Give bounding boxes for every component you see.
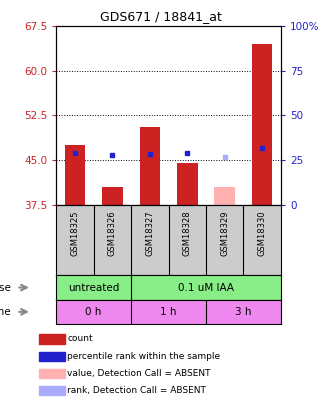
- Text: GSM18325: GSM18325: [70, 210, 79, 256]
- Text: GSM18326: GSM18326: [108, 210, 117, 256]
- Text: GSM18328: GSM18328: [183, 210, 192, 256]
- Text: dose: dose: [0, 283, 11, 292]
- Bar: [56, 275, 131, 300]
- Text: GSM18329: GSM18329: [220, 210, 229, 256]
- Text: GSM18330: GSM18330: [258, 210, 267, 256]
- Text: GDS671 / 18841_at: GDS671 / 18841_at: [100, 10, 221, 23]
- Bar: [56, 300, 131, 324]
- Text: time: time: [0, 307, 11, 317]
- Bar: [140, 127, 160, 205]
- Bar: [39, 386, 65, 395]
- Bar: [102, 187, 123, 205]
- Bar: [39, 369, 65, 378]
- Text: 3 h: 3 h: [235, 307, 252, 317]
- Text: percentile rank within the sample: percentile rank within the sample: [67, 352, 221, 361]
- Bar: [131, 275, 281, 300]
- Text: untreated: untreated: [68, 283, 119, 292]
- Text: count: count: [67, 334, 93, 343]
- Text: 1 h: 1 h: [160, 307, 177, 317]
- Bar: [177, 163, 197, 205]
- Bar: [39, 334, 65, 344]
- Bar: [131, 300, 206, 324]
- Text: GSM18327: GSM18327: [145, 210, 154, 256]
- Bar: [252, 44, 273, 205]
- Bar: [214, 187, 235, 205]
- Text: 0.1 uM IAA: 0.1 uM IAA: [178, 283, 234, 292]
- Text: 0 h: 0 h: [85, 307, 102, 317]
- Bar: [65, 145, 85, 205]
- Bar: [206, 300, 281, 324]
- Text: rank, Detection Call = ABSENT: rank, Detection Call = ABSENT: [67, 386, 206, 395]
- Bar: [39, 352, 65, 362]
- Text: value, Detection Call = ABSENT: value, Detection Call = ABSENT: [67, 369, 211, 378]
